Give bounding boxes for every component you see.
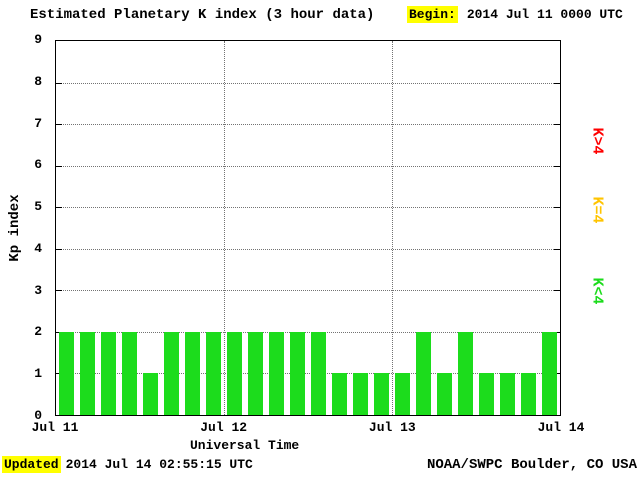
y-tick-label: 1 xyxy=(34,366,42,382)
axis-tick xyxy=(56,290,62,292)
y-tick-label: 7 xyxy=(34,115,42,131)
x-tick-label: Jul 13 xyxy=(368,420,416,435)
gridline-vertical xyxy=(224,41,225,415)
plot-area xyxy=(55,40,561,416)
kp-bar xyxy=(79,331,96,415)
kp-bar xyxy=(205,331,222,415)
axis-tick xyxy=(56,124,62,126)
begin-value: 2014 Jul 11 0000 UTC xyxy=(466,7,623,22)
y-tick-label: 6 xyxy=(34,157,42,173)
updated-label: Updated xyxy=(2,456,61,473)
kp-bar xyxy=(247,331,264,415)
y-tick-label: 2 xyxy=(34,324,42,340)
kp-bar xyxy=(373,373,390,415)
axis-tick xyxy=(56,207,62,209)
kp-bar xyxy=(121,331,138,415)
kp-bar xyxy=(142,373,159,415)
kp-bar xyxy=(268,331,285,415)
kp-bar xyxy=(352,373,369,415)
x-tick-label: Jul 11 xyxy=(31,420,79,435)
gridline-horizontal xyxy=(56,124,560,126)
kp-bar xyxy=(58,331,75,415)
kp-bar xyxy=(331,373,348,415)
gridline-horizontal xyxy=(56,165,560,167)
x-tick-label: Jul 12 xyxy=(200,420,248,435)
y-tick-label: 4 xyxy=(34,240,42,256)
y-axis-tick-labels: 0 1 2 3 4 5 6 7 8 9 xyxy=(0,33,50,423)
kp-bar xyxy=(394,373,411,415)
gridline-horizontal xyxy=(56,207,560,209)
axis-tick xyxy=(554,290,560,292)
axis-tick xyxy=(554,248,560,250)
kp-bar xyxy=(436,373,453,415)
gridline-horizontal xyxy=(56,248,560,250)
kp-bar xyxy=(226,331,243,415)
legend-item: K<4 xyxy=(588,277,606,305)
kp-bar xyxy=(184,331,201,415)
gridline-horizontal xyxy=(56,373,560,375)
axis-tick xyxy=(56,165,62,167)
axis-tick xyxy=(554,165,560,167)
kp-bar xyxy=(100,331,117,415)
kp-bar xyxy=(478,373,495,415)
gridline-vertical xyxy=(392,41,393,415)
y-tick-label: 9 xyxy=(34,32,42,47)
y-tick-label: 0 xyxy=(34,408,42,423)
axis-tick xyxy=(554,207,560,209)
axis-tick xyxy=(56,248,62,250)
gridline-horizontal xyxy=(56,82,560,84)
x-tick-label: Jul 14 xyxy=(537,420,585,435)
kp-bar xyxy=(520,373,537,415)
kp-bar xyxy=(457,331,474,415)
legend-item: K=4 xyxy=(588,196,606,224)
y-tick-label: 3 xyxy=(34,282,42,298)
x-axis-label: Universal Time xyxy=(190,438,300,453)
legend-item: K>4 xyxy=(588,127,606,155)
gridline-horizontal xyxy=(56,331,560,333)
gridline-horizontal xyxy=(56,290,560,292)
axis-tick xyxy=(554,82,560,84)
kp-bar xyxy=(289,331,306,415)
x-axis-tick-labels: Jul 11 Jul 12 Jul 13 Jul 14 xyxy=(32,420,585,436)
y-tick-label: 8 xyxy=(34,73,42,89)
begin-label: Begin: xyxy=(407,6,458,23)
chart-title: Estimated Planetary K index (3 hour data… xyxy=(30,7,375,23)
updated-value: 2014 Jul 14 02:55:15 UTC xyxy=(65,457,253,472)
axis-tick xyxy=(554,124,560,126)
kp-bar xyxy=(541,331,558,415)
credit-text: NOAA/SWPC Boulder, CO USA xyxy=(426,457,637,473)
kp-bar xyxy=(163,331,180,415)
kp-bar xyxy=(310,331,327,415)
updated-info: Updated 2014 Jul 14 02:55:15 UTC xyxy=(2,456,253,473)
kp-bar xyxy=(499,373,516,415)
kp-bar xyxy=(415,331,432,415)
axis-tick xyxy=(56,82,62,84)
begin-info: Begin: 2014 Jul 11 0000 UTC xyxy=(407,6,623,23)
y-tick-label: 5 xyxy=(34,199,42,215)
